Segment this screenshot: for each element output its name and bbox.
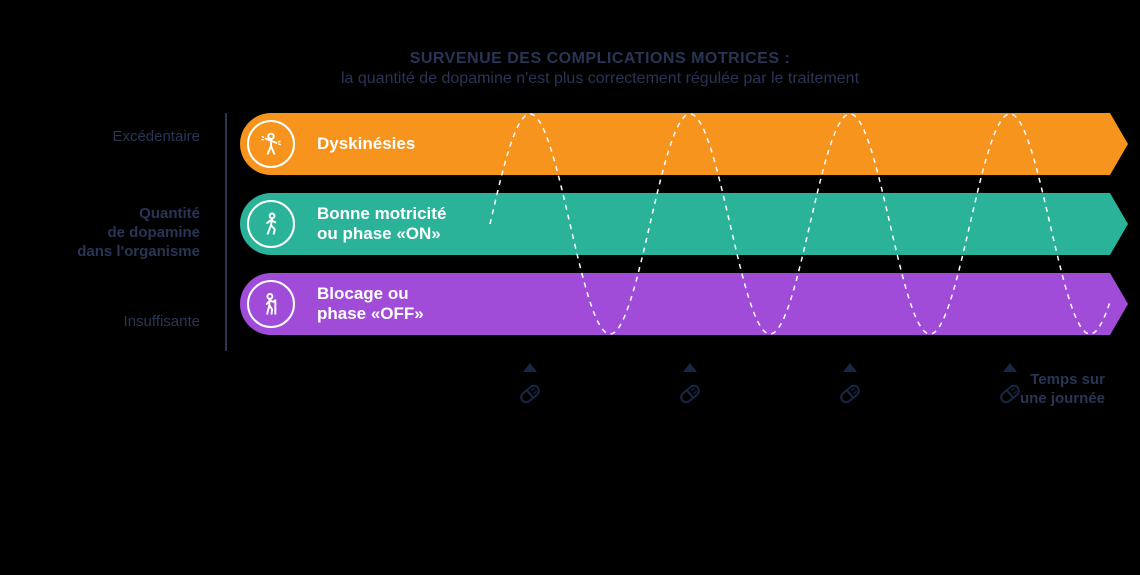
walking-icon <box>247 200 295 248</box>
y-axis-labels: Excédentaire Quantitéde dopaminedans l'o… <box>60 113 210 353</box>
x-axis-label: Temps surune journée <box>1020 371 1105 409</box>
pill-triangle-icon <box>843 363 857 372</box>
y-label-top: Excédentaire <box>112 128 200 145</box>
pill-marker <box>668 363 712 415</box>
band-arrow-2 <box>1110 273 1128 335</box>
pill-triangle-icon <box>523 363 537 372</box>
pill-triangle-icon <box>683 363 697 372</box>
pill-triangle-icon <box>1003 363 1017 372</box>
y-label-mid: Quantitéde dopaminedans l'organisme <box>77 205 200 261</box>
band-arrow-1 <box>1110 193 1128 255</box>
band-arrow-0 <box>1110 113 1128 175</box>
pill-icon <box>834 378 866 410</box>
pill-icon <box>514 378 546 410</box>
chart-area: Excédentaire Quantitéde dopaminedans l'o… <box>60 113 1140 433</box>
pill-marker <box>508 363 552 415</box>
title-line2: la quantité de dopamine n'est plus corre… <box>200 70 1000 88</box>
band-dyskinesia: Dyskinésies <box>240 113 1110 175</box>
bands: Dyskinésies Bonne motricitéou phase «ON» <box>240 113 1110 353</box>
pill-icon <box>674 378 706 410</box>
blocked-icon <box>247 280 295 328</box>
dyskinesia-icon <box>247 120 295 168</box>
pills-row <box>240 363 1110 433</box>
diagram-container: SURVENUE DES COMPLICATIONS MOTRICES : la… <box>0 50 1140 433</box>
y-axis-line <box>225 113 227 351</box>
band-label-0: Dyskinésies <box>317 134 415 154</box>
pill-marker <box>828 363 872 415</box>
band-off: Blocage ouphase «OFF» <box>240 273 1110 335</box>
title-block: SURVENUE DES COMPLICATIONS MOTRICES : la… <box>200 50 1000 88</box>
band-label-1: Bonne motricitéou phase «ON» <box>317 204 446 245</box>
y-label-bottom: Insuffisante <box>124 313 200 330</box>
band-label-2: Blocage ouphase «OFF» <box>317 284 424 325</box>
title-line1: SURVENUE DES COMPLICATIONS MOTRICES : <box>200 50 1000 68</box>
band-on: Bonne motricitéou phase «ON» <box>240 193 1110 255</box>
